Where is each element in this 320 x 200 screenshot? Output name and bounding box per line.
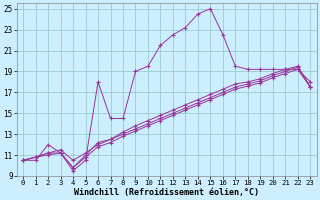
X-axis label: Windchill (Refroidissement éolien,°C): Windchill (Refroidissement éolien,°C)	[74, 188, 259, 197]
